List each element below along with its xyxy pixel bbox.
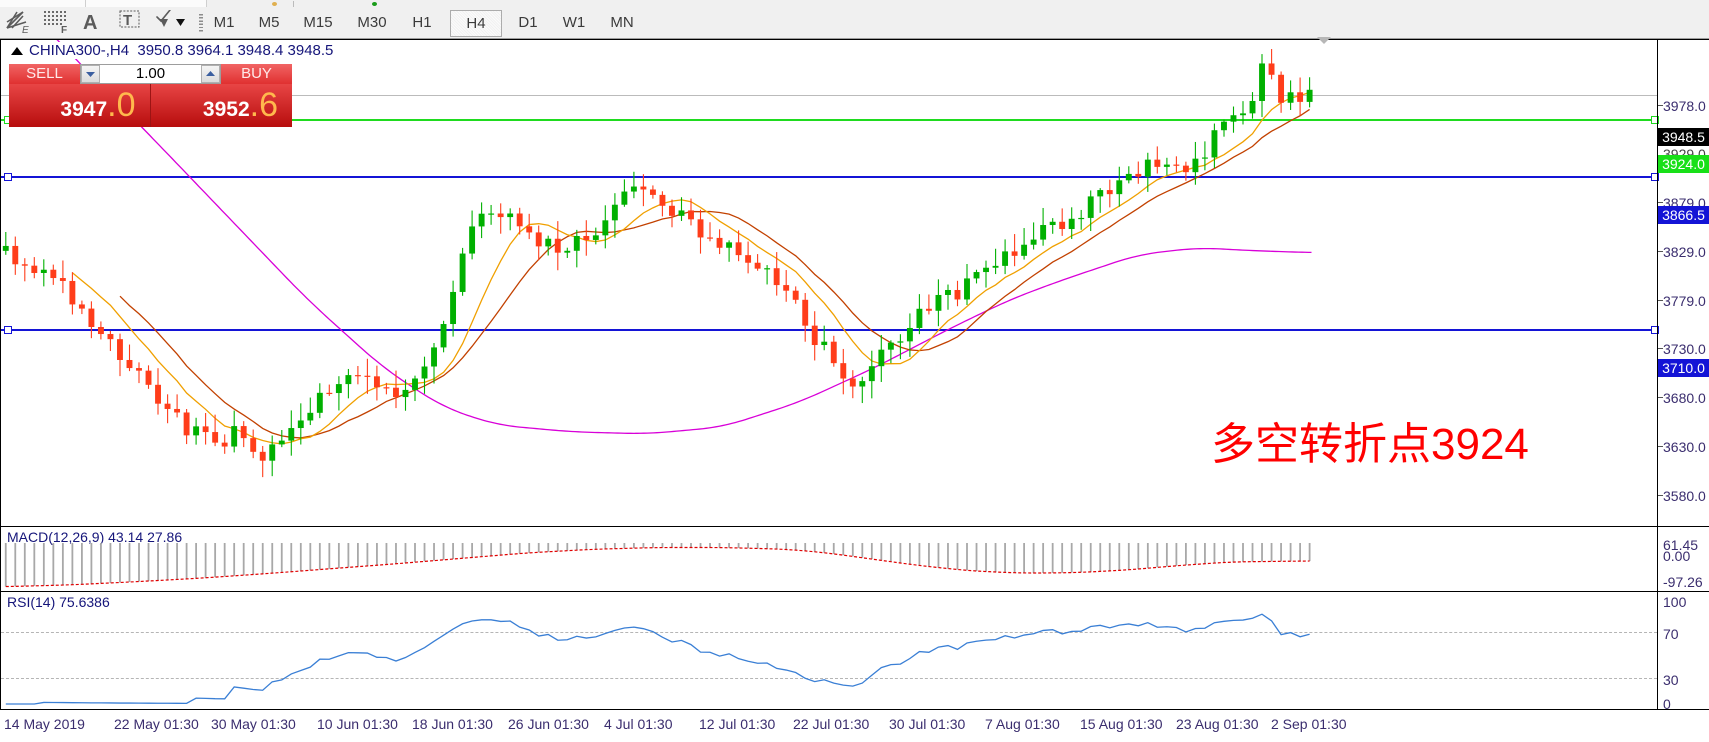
- svg-text:E: E: [22, 25, 29, 36]
- svg-text:T: T: [123, 12, 132, 29]
- svg-text:A: A: [83, 12, 97, 34]
- svg-text:F: F: [61, 25, 67, 36]
